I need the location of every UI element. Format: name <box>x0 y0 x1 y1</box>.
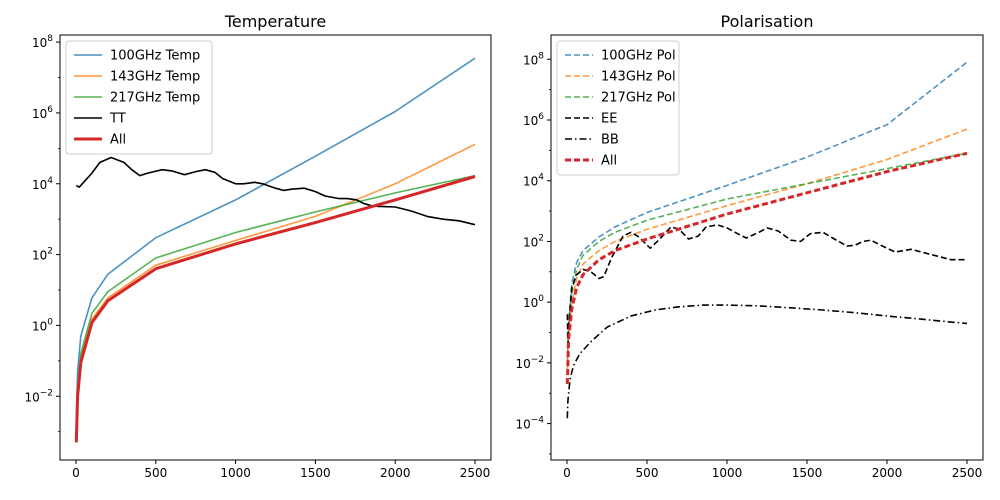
y-tick-label: 10−4 <box>515 416 544 432</box>
y-tick-label: 106 <box>523 112 544 128</box>
y-tick-label: 10−2 <box>515 355 544 371</box>
x-tick-label: 2000 <box>872 466 903 480</box>
legend-box <box>556 40 680 176</box>
series-line-bb <box>566 304 968 419</box>
legend-label: 217GHz Temp <box>110 91 200 106</box>
x-tick-label: 1000 <box>220 466 251 480</box>
x-tick-label: 2500 <box>460 466 491 480</box>
temperature-panel: Temperature 0 500 1000 1500 2000 2500 10−2 100 1… <box>24 12 492 480</box>
y-tick-label: 100 <box>523 294 544 310</box>
series-line-all <box>565 151 968 385</box>
x-tick-label: 0 <box>563 466 571 480</box>
axes-frame <box>550 34 984 461</box>
series-line-100ghz-temp <box>75 57 476 422</box>
y-tick-label: 104 <box>523 173 544 189</box>
y-tick-label: 106 <box>32 105 53 121</box>
legend-label: 143GHz Temp <box>110 70 200 85</box>
legend-box <box>65 40 213 155</box>
legend: 100GHz Temp 143GHz Temp 217GHz Temp TT All <box>65 40 213 155</box>
x-tick-label: 1000 <box>712 466 743 480</box>
y-tick-label: 100 <box>32 317 53 333</box>
legend-label: All <box>110 133 126 148</box>
legend-label: 217GHz Pol <box>601 91 676 106</box>
x-tick-label: 500 <box>144 466 167 480</box>
y-tick-label: 10−2 <box>24 388 53 404</box>
x-tick-label: 2500 <box>952 466 983 480</box>
chart-title-temperature: Temperature <box>224 12 326 31</box>
series-line-ee <box>566 224 967 350</box>
x-tick-label: 1500 <box>792 466 823 480</box>
x-tick-label: 2000 <box>380 466 411 480</box>
x-tick-label: 1500 <box>300 466 331 480</box>
y-tick-label: 108 <box>32 34 53 50</box>
legend-label: 100GHz Temp <box>110 49 200 64</box>
y-tick-label: 108 <box>523 51 544 67</box>
legend-label: EE <box>601 112 617 127</box>
axes-frame <box>59 34 492 461</box>
legend-label: BB <box>601 133 619 148</box>
series-line-217ghz-temp <box>75 174 476 440</box>
polarisation-panel: Polarisation 0 500 1000 1500 2000 2500 10−4 10−… <box>515 12 984 480</box>
plot-area <box>565 61 968 419</box>
x-tick-label: 0 <box>72 466 80 480</box>
y-tick-label: 102 <box>32 247 53 263</box>
legend-label: TT <box>109 112 126 127</box>
series-line-217ghz-pol <box>566 152 968 366</box>
chart-title-polarisation: Polarisation <box>721 12 814 31</box>
legend: 100GHz Pol 143GHz Pol 217GHz Pol EE BB All <box>556 40 680 176</box>
y-tick-label: 102 <box>523 233 544 249</box>
series-line-all <box>74 175 476 443</box>
y-tick-label: 104 <box>32 176 53 192</box>
x-tick-label: 500 <box>636 466 659 480</box>
legend-label: All <box>601 154 617 169</box>
legend-label: 143GHz Pol <box>601 70 676 85</box>
plot-area <box>74 57 476 443</box>
legend-label: 100GHz Pol <box>601 49 676 64</box>
series-line-tt <box>75 156 476 226</box>
